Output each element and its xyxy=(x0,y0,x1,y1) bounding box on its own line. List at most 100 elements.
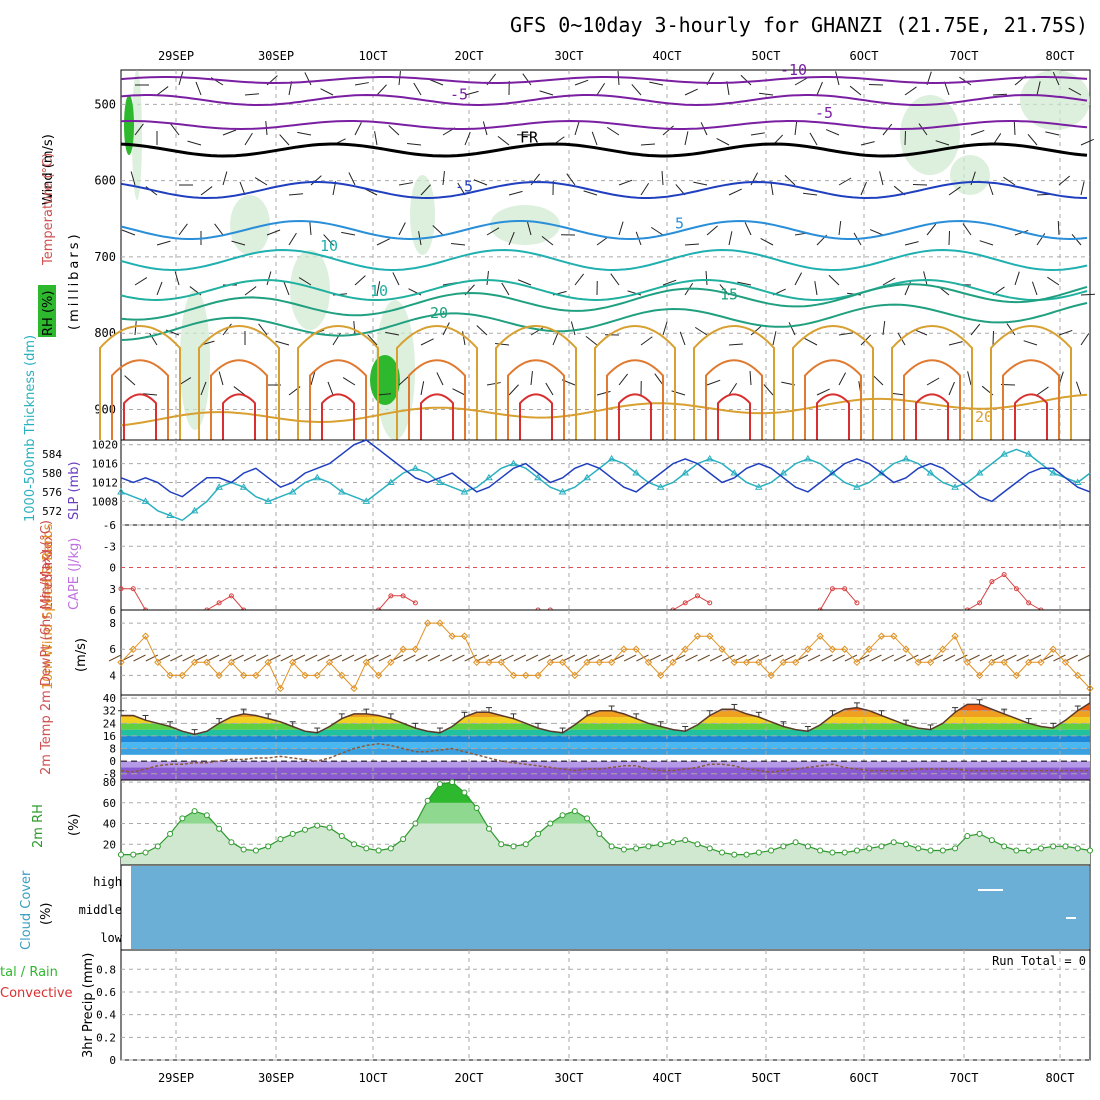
wind-barb xyxy=(750,132,765,136)
wind-barb xyxy=(1027,133,1038,146)
wind-barb xyxy=(816,81,823,96)
wind-barb xyxy=(552,331,559,346)
bottom-date-7oct: 7OCT xyxy=(950,1071,979,1085)
wind10m-barb xyxy=(758,654,772,662)
wind-barb xyxy=(195,81,202,96)
wind-barb xyxy=(200,381,207,396)
rh2m-point xyxy=(216,825,223,832)
wind-barb xyxy=(784,174,796,186)
wind-barb xyxy=(1013,120,1016,136)
wind10m-barb xyxy=(538,654,551,662)
wind-barb xyxy=(654,373,664,386)
wind-barb xyxy=(662,321,668,336)
wind10m-barb xyxy=(1065,654,1078,662)
rh2m-point xyxy=(903,841,910,848)
wind10m-point xyxy=(951,632,959,640)
rh2m-tick-40: 40 xyxy=(103,818,116,831)
wind-barb xyxy=(354,82,369,86)
rh2m-tick-60: 60 xyxy=(103,797,116,810)
thickness-point xyxy=(509,459,518,467)
wind10m-unit-label: (m/s) xyxy=(74,638,89,672)
wind10m-point xyxy=(607,658,616,667)
rh2m-point xyxy=(682,837,689,844)
slp-tick-1008: 1008 xyxy=(92,495,119,508)
wind-barb xyxy=(121,229,136,236)
wind10m-point xyxy=(681,645,689,653)
warm-isotherm xyxy=(804,359,862,440)
wind-barb xyxy=(385,331,400,336)
warm-isotherm xyxy=(705,359,763,440)
wind-barb xyxy=(788,322,796,336)
rh2m-point xyxy=(743,851,750,858)
wind-barb xyxy=(353,321,356,336)
warm-isotherm xyxy=(420,393,454,440)
wind-barb xyxy=(728,231,733,246)
wind10m-point xyxy=(460,632,469,640)
wind-barb xyxy=(759,92,774,96)
slp-tick-1020: 1020 xyxy=(92,439,119,452)
wind-barb xyxy=(464,131,471,146)
slp-tick-1012: 1012 xyxy=(92,477,119,490)
wind-barb xyxy=(618,373,629,386)
wind-barb xyxy=(283,281,290,296)
isotherm-label: -5 xyxy=(455,178,473,196)
thickness-point xyxy=(362,497,371,504)
wind-barb xyxy=(860,141,875,146)
wind-barb xyxy=(869,229,884,236)
rh-shading xyxy=(950,155,990,195)
rh2m-point xyxy=(240,846,247,853)
thickness-point xyxy=(583,473,591,481)
warm-isotherm xyxy=(111,359,169,440)
wind10m-barb xyxy=(525,654,539,662)
thickness-point xyxy=(975,469,984,476)
li-tick-3: 3 xyxy=(109,583,116,596)
wind10m-barb xyxy=(979,654,993,662)
wind10m-barb xyxy=(955,654,968,662)
wind10m-point xyxy=(902,645,910,653)
wind10m-barb xyxy=(709,654,723,662)
rh2m-point xyxy=(768,847,775,854)
cloud-middle-label: middle xyxy=(79,903,122,917)
wind-barb xyxy=(661,170,664,186)
li-point xyxy=(707,600,713,606)
wind10m-point xyxy=(656,671,665,680)
wind-barb xyxy=(943,81,950,96)
top-date-1oct: 1OCT xyxy=(359,49,388,63)
temp-band xyxy=(121,710,1090,718)
rh2m-point xyxy=(866,845,873,852)
thickness-point xyxy=(1024,450,1033,457)
wind-barb xyxy=(838,177,852,186)
thickness-point xyxy=(558,487,567,495)
warm-isotherm xyxy=(693,325,775,440)
wind10m-barb xyxy=(562,654,576,662)
thickness-tick-584: 584 xyxy=(42,448,62,461)
wind-barb xyxy=(828,274,840,286)
wind-barb xyxy=(288,193,303,196)
wind10m-barb xyxy=(550,654,563,662)
wind-barb xyxy=(716,137,730,146)
rh2m-point xyxy=(424,797,431,804)
precip-label: 3hr Precip (mm) xyxy=(81,953,96,1058)
wind-barb xyxy=(1023,340,1038,346)
wind-barb xyxy=(804,337,818,346)
dewpt2m-line xyxy=(120,743,1090,773)
wind-barb xyxy=(1036,233,1046,246)
wind-barb xyxy=(728,188,742,196)
wind10m-point xyxy=(1086,684,1094,693)
isotherm-line xyxy=(120,119,1088,131)
wind10m-barb xyxy=(869,654,882,662)
wind-barb xyxy=(486,227,500,236)
wind10m-barb xyxy=(403,654,416,662)
rh2m-point xyxy=(792,839,799,846)
wind-barb xyxy=(342,377,356,386)
rh2m-point xyxy=(375,847,382,854)
rh2m-point xyxy=(976,830,983,837)
wind-barb xyxy=(304,72,312,86)
wind-barb xyxy=(574,79,589,86)
top-date-30sep: 30SEP xyxy=(258,49,294,63)
isotherm-label: -5 xyxy=(450,86,468,104)
wind10m-point xyxy=(632,645,640,653)
wind-barb xyxy=(1036,386,1049,396)
rh2m-point xyxy=(988,837,995,844)
